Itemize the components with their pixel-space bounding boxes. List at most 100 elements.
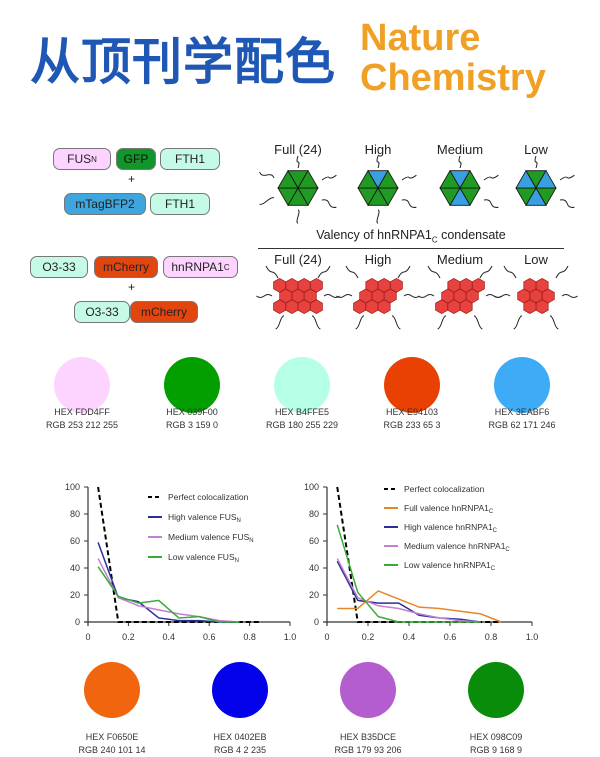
green-cage-2 <box>439 155 499 208</box>
series-line-3 <box>97 566 240 623</box>
legend-label: Medium valence hnRNPA1C <box>404 541 510 553</box>
legend-label: Low valence FUSN <box>168 552 239 564</box>
y-tick-label: 80 <box>70 509 80 519</box>
valency-label-1-2: Medium <box>436 252 484 267</box>
y-tick-label: 100 <box>304 482 319 492</box>
legend-label: Perfect colocalization <box>404 484 485 494</box>
x-tick-label: 0.8 <box>485 632 498 642</box>
swatch-rgb: RGB 253 212 255 <box>45 420 119 430</box>
color-swatch <box>54 357 110 413</box>
y-tick-label: 20 <box>309 590 319 600</box>
swatch-hex: HEX F0650E <box>85 732 139 742</box>
plus-sign: + <box>128 172 136 186</box>
x-tick-label: 0.6 <box>444 632 457 642</box>
valency-caption: Valency of hnRNPA1C condensate <box>316 228 506 245</box>
swatch-rgb: RGB 4 2 235 <box>213 745 267 755</box>
red-cluster-2 <box>418 265 502 330</box>
valency-label-1-3: Low <box>524 252 548 267</box>
x-tick-label: 1.0 <box>284 632 297 642</box>
swatch-hex: HEX 098C09 <box>469 732 523 742</box>
swatch-hex: HEX 3EABF6 <box>494 407 550 417</box>
y-tick-label: 0 <box>314 617 319 627</box>
chart-0: 0 0.2 0.4 0.6 0.8 1.0 0 20 40 60 80 100 Perfect colo… <box>65 482 296 642</box>
color-swatch <box>494 357 550 413</box>
y-tick-label: 80 <box>309 509 319 519</box>
series-line-2 <box>336 560 481 623</box>
pill-mcherry-2: mCherry <box>130 301 198 323</box>
color-swatch <box>164 357 220 413</box>
pill-hnrnpa1c: hnRNPA1 C <box>163 256 238 278</box>
legend-label: High valence hnRNPA1C <box>404 522 498 534</box>
title-line2: Chemistry <box>360 57 546 99</box>
swatch-hex: HEX B4FFE5 <box>274 407 330 417</box>
pill-mtagbfp2: mTagBFP2 <box>64 193 146 215</box>
swatch-hex: HEX FDD4FF <box>54 407 110 417</box>
pill-gfp: GFP <box>116 148 156 170</box>
green-cage-0 <box>259 155 337 224</box>
y-tick-label: 0 <box>75 617 80 627</box>
legend-label: Full valence hnRNPA1C <box>404 503 494 515</box>
color-swatch <box>84 662 140 718</box>
title-line1: Nature <box>360 17 481 59</box>
valency-label-0-1: High <box>364 142 392 157</box>
swatch-rgb: RGB 179 93 206 <box>334 745 402 755</box>
color-swatch <box>384 357 440 413</box>
y-tick-label: 20 <box>70 590 80 600</box>
series-line-1 <box>337 590 502 623</box>
color-swatch <box>274 357 330 413</box>
swatch-hex: HEX E94103 <box>385 407 439 417</box>
pill-o333-2: O3-33 <box>74 301 130 323</box>
x-tick-label: 1.0 <box>526 632 539 642</box>
series-line-3 <box>336 558 481 623</box>
swatch-rgb: RGB 180 255 229 <box>265 420 339 430</box>
chart-1: 0 0.2 0.4 0.6 0.8 1.0 0 20 40 60 80 100 Perfect colo… <box>304 482 538 642</box>
swatch-rgb: RGB 62 171 246 <box>488 420 556 430</box>
valency-label-1-0: Full (24) <box>274 252 322 267</box>
x-tick-label: 0.2 <box>362 632 375 642</box>
valency-label-0-3: Low <box>524 142 548 157</box>
title-english: Nature Chemistry <box>360 18 546 98</box>
valency-illustrations <box>256 155 578 330</box>
series-line-4 <box>336 524 481 623</box>
title-chinese: 从顶刊学配色 <box>30 33 336 91</box>
x-tick-label: 0 <box>85 632 90 642</box>
y-tick-label: 60 <box>70 536 80 546</box>
valency-label-0-2: Medium <box>436 142 484 157</box>
pill-fusn: FUS N <box>53 148 111 170</box>
x-tick-label: 0.2 <box>122 632 135 642</box>
swatch-hex: HEX 0402EB <box>213 732 267 742</box>
y-tick-label: 100 <box>65 482 80 492</box>
red-cluster-0 <box>256 265 340 330</box>
legend-label: Medium valence FUSN <box>168 532 254 544</box>
series-line-0 <box>97 486 260 623</box>
y-tick-label: 60 <box>309 536 319 546</box>
pill-fth1: FTH1 <box>160 148 220 170</box>
divider <box>258 248 564 249</box>
y-tick-label: 40 <box>309 563 319 573</box>
pill-mcherry: mCherry <box>94 256 158 278</box>
swatch-rgb: RGB 233 65 3 <box>383 420 441 430</box>
green-cage-1 <box>357 155 417 224</box>
swatch-rgb: RGB 240 101 14 <box>78 745 146 755</box>
x-tick-label: 0 <box>324 632 329 642</box>
swatch-rgb: RGB 3 159 0 <box>165 420 219 430</box>
charts: 0 0.2 0.4 0.6 0.8 1.0 0 20 40 60 80 100 Perfect colo… <box>65 482 538 642</box>
x-tick-label: 0.6 <box>203 632 216 642</box>
red-cluster-3 <box>494 265 578 330</box>
x-tick-label: 0.8 <box>243 632 256 642</box>
y-tick-label: 40 <box>70 563 80 573</box>
plus-sign: + <box>128 280 136 294</box>
x-tick-label: 0.4 <box>163 632 176 642</box>
legend-label: Low valence hnRNPA1C <box>404 560 496 572</box>
red-cluster-1 <box>336 265 420 330</box>
swatch-hex: HEX 039F00 <box>166 407 218 417</box>
x-tick-label: 0.4 <box>403 632 416 642</box>
color-swatch <box>340 662 396 718</box>
pill-o333: O3-33 <box>30 256 88 278</box>
valency-label-0-0: Full (24) <box>274 142 322 157</box>
legend-label: Perfect colocalization <box>168 492 249 502</box>
swatch-hex: HEX B35DCE <box>339 732 397 742</box>
color-swatch <box>468 662 524 718</box>
legend-label: High valence FUSN <box>168 512 241 524</box>
swatch-rgb: RGB 9 168 9 <box>469 745 523 755</box>
